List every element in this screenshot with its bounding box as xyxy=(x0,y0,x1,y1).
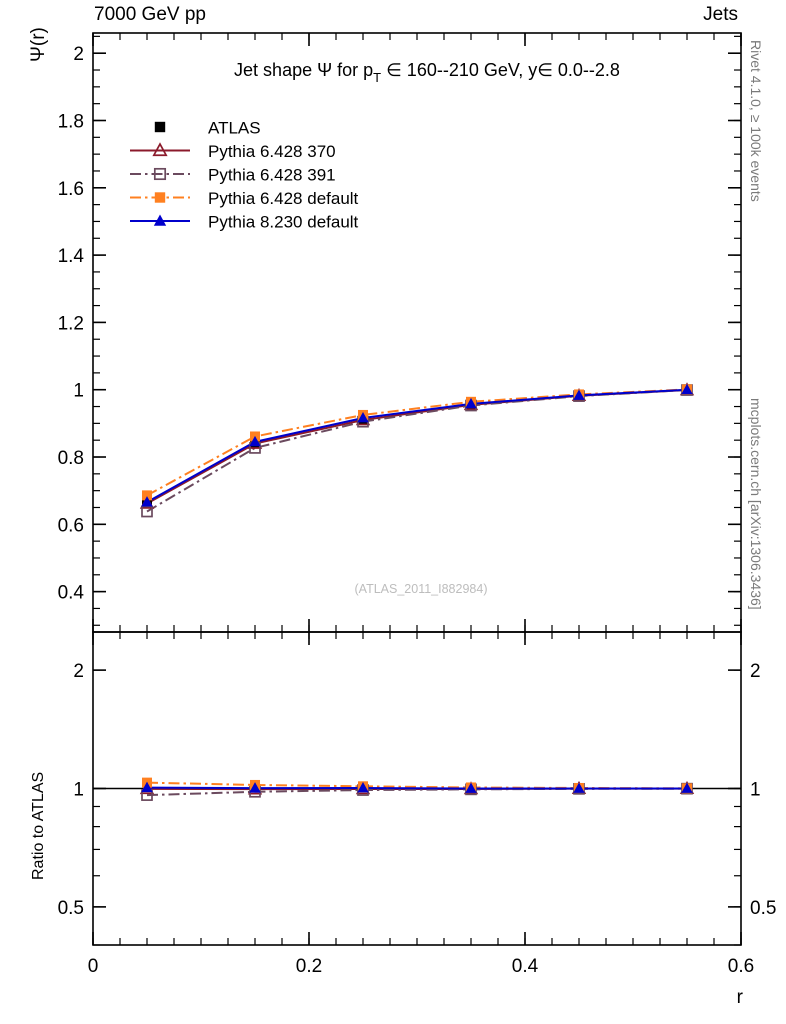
y-tick-label: 1 xyxy=(73,381,84,402)
series-line xyxy=(146,389,688,505)
y-tick-label: 1.6 xyxy=(58,179,84,200)
ratio-series-line xyxy=(146,786,687,790)
series-marker xyxy=(249,435,261,447)
legend-label-3: Pythia 6.428 default xyxy=(208,189,359,208)
side-label-bottom: mcplots.cern.ch [arXiv:1306.3436] xyxy=(748,398,786,610)
side-label-bottom-text: mcplots.cern.ch [arXiv:1306.3436] xyxy=(748,398,764,610)
ratio-y-axis-title: Ratio to ATLAS xyxy=(30,772,138,898)
ratio-series-marker xyxy=(357,782,369,793)
header-left: 7000 GeV pp xyxy=(94,4,206,25)
series-marker xyxy=(141,505,153,518)
ratio-series-marker xyxy=(573,782,585,793)
axis-labels-group: 0.4 0.6 0.8 1 1.2 1.4 1.6 1.8 2 0.5 0.5 1 1 2 2 0 0.2 0.4… xyxy=(58,44,777,1008)
ratio-y-axis-title-text: Ratio to ATLAS xyxy=(30,771,47,880)
legend-label-2: Pythia 6.428 391 xyxy=(208,166,336,185)
ratio-series-marker xyxy=(249,782,261,793)
ratio-series-pythia-8-230-default xyxy=(146,786,687,790)
y-axis-title-text: Ψ(r) xyxy=(28,27,49,62)
ratio-series-pythia-6-428-391 xyxy=(146,787,688,797)
series-marker xyxy=(357,411,369,423)
side-label-top-text: Rivet 4.1.0, ≥ 100k events xyxy=(748,40,764,202)
series-line xyxy=(146,388,688,503)
ratio-series-pythia-6-428-default xyxy=(146,781,688,790)
y-tick-label: 1.2 xyxy=(58,313,84,334)
legend-marker-2 xyxy=(153,167,167,181)
series-marker xyxy=(141,496,153,507)
ratio-y-tick-label-right: 2 xyxy=(750,661,761,682)
ratio-series-marker xyxy=(465,782,477,793)
series-marker xyxy=(465,397,477,409)
legend-marker-0 xyxy=(154,121,166,133)
legend-label-0: ATLAS xyxy=(208,119,261,138)
ratio-y-tick-label-right: 0.5 xyxy=(750,898,776,919)
header-right: Jets xyxy=(703,4,738,25)
legend-label-4: Pythia 8.230 default xyxy=(208,213,359,232)
y-tick-label: 0.4 xyxy=(58,583,85,604)
ratio-y-tick-label: 1 xyxy=(73,780,84,801)
x-tick-label: 0.4 xyxy=(512,956,539,977)
series-marker xyxy=(573,389,585,400)
x-axis-title: r xyxy=(737,987,744,1008)
ratio-series-marker xyxy=(681,782,693,793)
ratio-y-tick-label-right: 1 xyxy=(750,780,761,801)
y-tick-label: 1.8 xyxy=(58,111,84,132)
series-marker xyxy=(681,383,693,395)
watermark: (ATLAS_2011_I882984) xyxy=(355,582,488,596)
legend-marker-4 xyxy=(153,214,167,226)
x-tick-label: 0 xyxy=(88,956,99,977)
side-label-top: Rivet 4.1.0, ≥ 100k events xyxy=(748,40,786,202)
legend-marker-3 xyxy=(154,192,166,203)
series-line xyxy=(146,388,688,497)
series-pythia-6-428-default xyxy=(146,388,688,497)
x-tick-label: 0.2 xyxy=(296,956,322,977)
axis-ticks xyxy=(92,33,742,946)
ratio-y-tick-label: 2 xyxy=(73,661,84,682)
ratio-series-marker xyxy=(141,781,153,793)
legend: ATLAS Pythia 6.428 370 Pythia 6.428 391 Pyt… xyxy=(130,119,359,232)
ratio-y-tick-label: 0.5 xyxy=(58,898,84,919)
ratio-series-line xyxy=(146,787,688,797)
series-pythia-8-230-default xyxy=(146,388,688,503)
data-series-group xyxy=(93,382,741,801)
main-panel-frame xyxy=(92,32,742,633)
y-axis-title: Ψ(r) xyxy=(28,27,63,84)
legend-label-1: Pythia 6.428 370 xyxy=(208,142,336,161)
series-pythia-6-428-370 xyxy=(146,389,688,505)
y-tick-label: 0.8 xyxy=(58,448,84,469)
y-tick-label: 0.6 xyxy=(58,515,84,536)
series-marker xyxy=(142,490,152,501)
y-tick-label: 1.4 xyxy=(58,246,85,267)
ratio-series-line xyxy=(146,781,688,790)
plot-title: Jet shape Ψ for pT ∈ 160--210 GeV, y∈ 0.… xyxy=(234,60,620,85)
axes-frame xyxy=(92,32,742,946)
y-tick-label: 2 xyxy=(73,44,84,65)
legend-marker-1 xyxy=(152,142,168,157)
x-tick-label: 0.6 xyxy=(728,956,754,977)
